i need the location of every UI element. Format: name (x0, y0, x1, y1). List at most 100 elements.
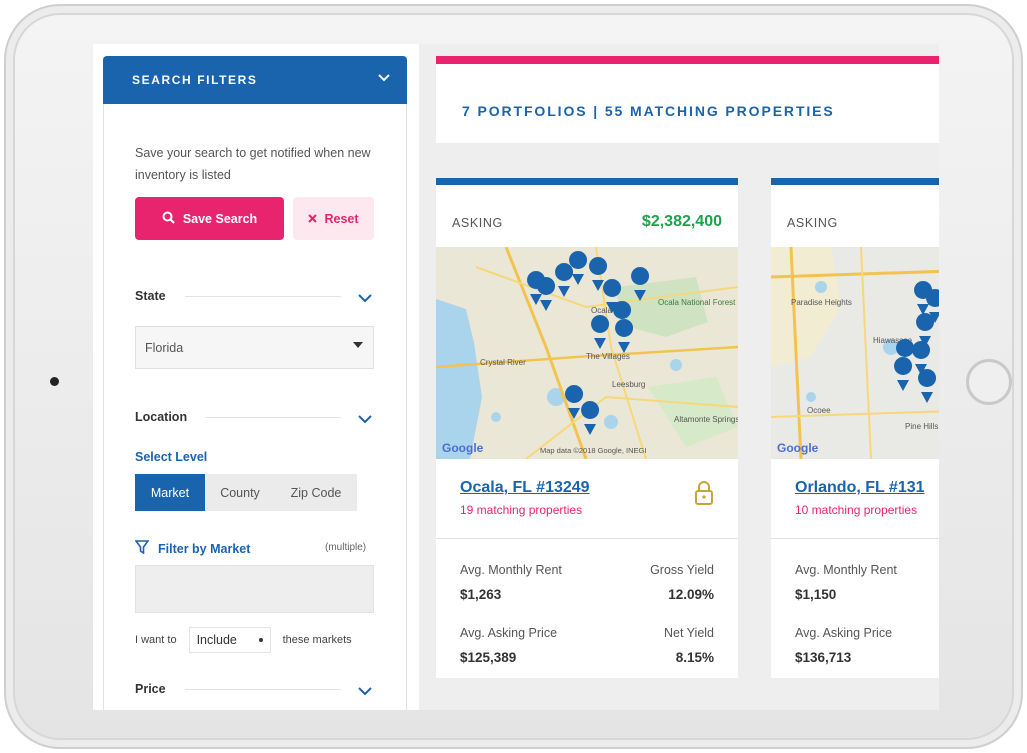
map-credit: Map data ©2018 Google, INEGI (540, 446, 647, 455)
chevron-down-icon[interactable] (357, 290, 373, 306)
save-search-button[interactable]: Save Search (135, 197, 284, 240)
gross-yield-value: 12.09% (668, 587, 714, 602)
map-pin-icon (615, 319, 634, 353)
divider (771, 538, 939, 539)
screen: SEARCH FILTERS Save your search to get n… (93, 44, 939, 710)
include-row: I want to Include these markets (135, 626, 352, 654)
results-panel: 7 PORTFOLIOS | 55 MATCHING PROPERTIES AS… (436, 44, 939, 710)
matching-count: 10 matching properties (795, 503, 918, 517)
divider (205, 417, 341, 418)
avg-asking-price-value: $136,713 (795, 650, 852, 665)
google-logo: Google (442, 441, 484, 455)
chevron-down-icon[interactable] (357, 411, 373, 427)
caret-down-icon (353, 342, 363, 348)
portfolio-map[interactable]: Ocala National Forest Crystal River The … (436, 247, 738, 459)
map-pin-icon (569, 251, 588, 285)
multiple-hint: (multiple) (325, 542, 367, 553)
state-select-value: Florida (145, 341, 184, 355)
avg-monthly-rent-label: Avg. Monthly Rent (460, 563, 562, 577)
map-label: Paradise Heights (791, 298, 852, 307)
location-section-label: Location (135, 410, 188, 424)
avg-monthly-rent-label: Avg. Monthly Rent (795, 563, 897, 577)
map-label: Ocoee (807, 406, 831, 415)
map-pin-icon (565, 385, 584, 419)
sidebar-body (103, 104, 407, 710)
camera-dot (50, 377, 59, 386)
map-pin-icon (912, 341, 931, 375)
chevron-down-icon[interactable] (357, 683, 373, 699)
map-pin-icon (918, 369, 937, 403)
map-label: Ocala National Forest (658, 298, 736, 307)
portfolio-title-link[interactable]: Orlando, FL #131 (795, 479, 925, 496)
portfolio-card[interactable]: ASKING Paradise Heights Hiawassee Ocoee … (771, 178, 939, 678)
divider (436, 538, 738, 539)
save-search-label: Save Search (182, 211, 258, 226)
home-button[interactable] (966, 359, 1012, 405)
map-label: Pine Hills (905, 422, 938, 431)
divider (185, 689, 341, 690)
state-section-label: State (135, 289, 166, 303)
market-filter-input[interactable] (135, 565, 374, 613)
level-toggle-group: Market County Zip Code (135, 474, 357, 511)
select-level-label: Select Level (135, 450, 208, 464)
map-label: Crystal River (480, 358, 526, 367)
reset-label: Reset (324, 211, 359, 226)
asking-label: ASKING (452, 216, 503, 230)
asking-price: $2,382,400 (641, 213, 722, 230)
map-pin-icon (537, 277, 556, 311)
map-pin-icon (591, 315, 610, 349)
avg-monthly-rent-value: $1,263 (460, 587, 502, 602)
map-pin-icon (555, 263, 574, 297)
chevron-down-icon[interactable] (377, 70, 391, 86)
search-filters-title: SEARCH FILTERS (132, 73, 258, 87)
map-pins (894, 281, 939, 403)
search-icon (162, 211, 175, 227)
gross-yield-label: Gross Yield (650, 563, 714, 577)
include-select[interactable]: Include (188, 627, 271, 653)
portfolio-card[interactable]: ASKING $2,382,400 Ocala N (436, 178, 738, 678)
avg-asking-price-value: $125,389 (460, 650, 517, 665)
caret-down-icon (258, 638, 263, 642)
price-section-label: Price (135, 682, 166, 696)
net-yield-label: Net Yield (663, 626, 714, 640)
lock-icon[interactable] (694, 481, 714, 510)
search-filters-sidebar: SEARCH FILTERS Save your search to get n… (93, 44, 419, 710)
avg-asking-price-label: Avg. Asking Price (795, 626, 893, 640)
results-summary-text: 7 PORTFOLIOS | 55 MATCHING PROPERTIES (462, 103, 835, 119)
map-pin-icon (631, 267, 650, 301)
reset-button[interactable]: Reset (293, 197, 374, 240)
map-pin-icon (926, 289, 939, 323)
map-pin-icon (581, 401, 600, 435)
level-county-button[interactable]: County (205, 474, 275, 511)
map-label: Altamonte Springs (674, 415, 738, 424)
save-search-note: Save your search to get notified when ne… (135, 146, 371, 182)
net-yield-value: 8.15% (675, 650, 714, 665)
filter-by-market-text: Filter by Market (158, 541, 251, 556)
filter-by-market-label: Filter by Market (134, 540, 251, 557)
map-label: Hiawassee (873, 336, 913, 345)
map-label: The Villages (586, 352, 630, 361)
include-select-value: Include (196, 633, 237, 647)
portfolio-title-link[interactable]: Ocala, FL #13249 (460, 479, 590, 496)
state-select[interactable]: Florida (135, 326, 374, 369)
filter-icon (134, 540, 150, 557)
portfolio-map[interactable]: Paradise Heights Hiawassee Ocoee Pine Hi… (771, 247, 939, 459)
results-summary-bar: 7 PORTFOLIOS | 55 MATCHING PROPERTIES (436, 56, 939, 143)
avg-asking-price-label: Avg. Asking Price (460, 626, 558, 640)
close-icon (308, 212, 318, 226)
level-zip-code-button[interactable]: Zip Code (275, 474, 357, 511)
map-pin-icon (914, 281, 933, 315)
avg-monthly-rent-value: $1,150 (795, 587, 837, 602)
want-prefix: I want to (135, 634, 177, 646)
map-label: Ocala (591, 306, 612, 315)
google-logo: Google (777, 441, 819, 455)
map-label: Leesburg (612, 380, 645, 389)
map-pin-icon (916, 313, 935, 347)
map-pins (527, 251, 650, 435)
search-filters-header[interactable]: SEARCH FILTERS (103, 56, 407, 104)
matching-count: 19 matching properties (460, 503, 583, 517)
map-pin-icon (894, 357, 913, 391)
level-market-button[interactable]: Market (135, 474, 205, 511)
divider (185, 296, 341, 297)
want-suffix: these markets (282, 634, 352, 646)
